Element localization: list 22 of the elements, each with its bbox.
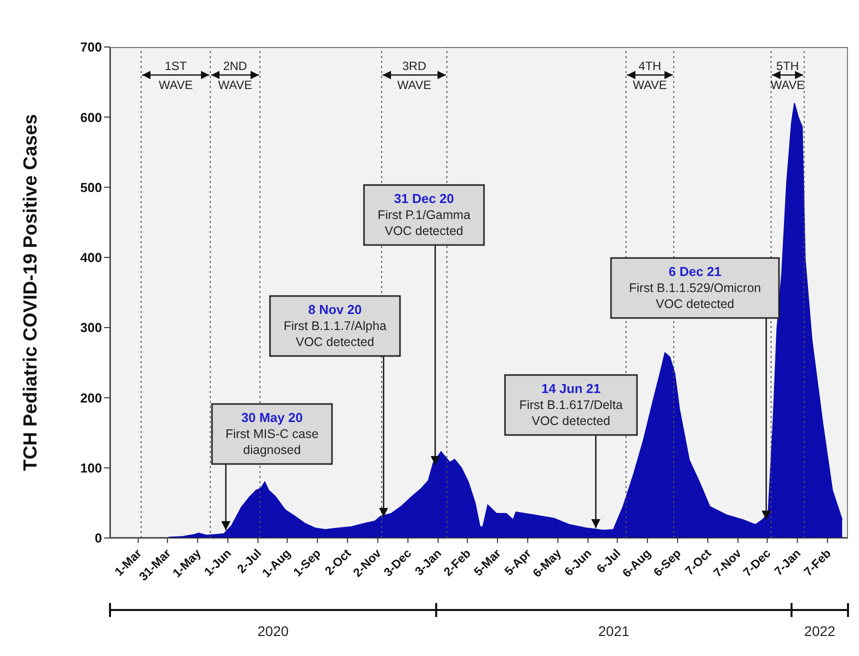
annotation: 2ND WAVE: [218, 59, 252, 92]
y-tick-label: 0: [94, 530, 102, 546]
y-tick-label: 500: [80, 180, 102, 195]
annotation: 30 May 20 First MIS-C case diagnosed: [225, 410, 319, 457]
annotation: 1ST WAVE: [158, 59, 193, 92]
text: 2020: [258, 623, 289, 639]
text: 2022: [804, 623, 836, 639]
y-tick-label: 100: [80, 460, 102, 476]
annotation: 3RD WAVE: [397, 59, 432, 92]
annotation: 6 Dec 21 First B.1.1.529/Omicron VOC detected: [629, 264, 762, 311]
y-tick-label: 200: [80, 390, 102, 406]
y-tick-label: 400: [80, 250, 102, 266]
y-tick-label: 700: [80, 40, 102, 55]
y-tick-label: 600: [80, 110, 102, 125]
text: 2021: [598, 623, 630, 639]
annotation: 4TH WAVE: [632, 59, 667, 92]
annotation: 8 Nov 20 First B.1.1.7/Alpha VOC detected: [284, 302, 386, 349]
annotation: 5TH WAVE: [770, 59, 805, 92]
annotation: 31 Dec 20 First P.1/Gamma VOC detected: [378, 191, 470, 238]
y-axis-title: TCH Pediatric COVID-19 Positive Cases: [20, 114, 42, 471]
annotation: 14 Jun 21 First B.1.617/Delta VOC detected: [519, 381, 623, 428]
y-tick-label: 300: [80, 320, 102, 336]
